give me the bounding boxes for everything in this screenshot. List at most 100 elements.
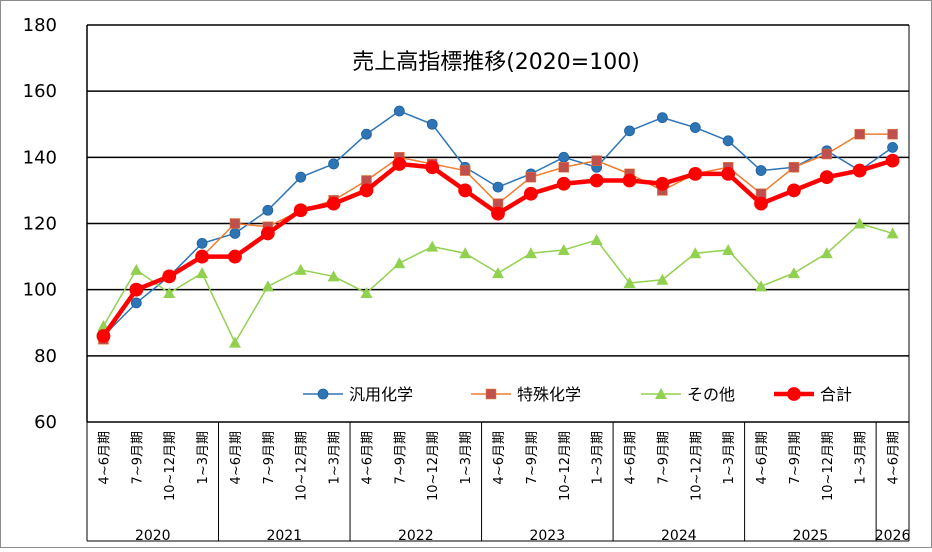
legend-item-3: 合計 [774, 385, 852, 404]
x-tick-label: 10~12月期 [821, 431, 836, 501]
series-2-point [196, 267, 209, 279]
y-tick-label: 80 [34, 346, 57, 367]
axis-layer: 60 80 100 120 140 160 180 4~6月期 7~9月期 10~12月期 1~3月… [23, 15, 911, 544]
year-label: 2020 [135, 528, 171, 544]
series-3-point [491, 206, 505, 221]
series-0-point [492, 181, 504, 193]
series-3-point [260, 226, 275, 241]
legend: 汎用化学 特殊化学 その他 合計 [303, 385, 852, 404]
series-3-point [96, 329, 111, 343]
series-2-line [102, 222, 893, 344]
series-2-point [294, 263, 307, 275]
legend-swatch-marker [787, 387, 801, 401]
chart-title: 売上高指標推移(2020=100) [352, 50, 640, 75]
x-tick-label: 1~3月期 [459, 431, 474, 484]
series-2-point [426, 240, 439, 252]
legend-label: 汎用化学 [349, 385, 413, 404]
series-2-point [492, 267, 504, 279]
series-2-point [656, 273, 669, 285]
x-tick-label: 10~12月期 [163, 431, 178, 501]
x-tick-label: 10~12月期 [295, 431, 310, 501]
series-0-point [689, 122, 701, 133]
series-0-point [361, 128, 372, 140]
legend-label: その他 [687, 385, 735, 404]
series-3-point [819, 170, 834, 185]
series-1-point [821, 148, 833, 160]
x-tick-label: 10~12月期 [426, 431, 441, 501]
series-2-point [557, 243, 570, 255]
series-3-point [754, 196, 768, 211]
legend-swatch-marker [485, 388, 497, 400]
series-1 [98, 128, 898, 345]
x-tick-label: 4~6月期 [887, 431, 902, 484]
series-2-point [853, 217, 866, 229]
series-2-point [820, 247, 833, 259]
series-3-point [556, 176, 571, 191]
series-0-point [722, 135, 734, 147]
series-1-point [854, 128, 865, 140]
series-3-point [622, 173, 637, 188]
series-3-point [392, 157, 407, 171]
series-0-point [229, 228, 241, 239]
series-3-point [129, 282, 144, 297]
series-0-point [755, 165, 767, 176]
series-2-point [130, 263, 143, 275]
y-tick-label: 60 [34, 412, 57, 433]
x-tick-label: 7~9月期 [262, 431, 277, 484]
x-tick-label: 4~6月期 [229, 431, 244, 484]
series-3-point [359, 183, 374, 198]
x-tick-label: 4~6月期 [624, 431, 639, 484]
x-tick-label: 4~6月期 [360, 431, 375, 484]
series-0-point [328, 158, 340, 170]
series-1-point [229, 218, 241, 229]
series-0-point [262, 204, 274, 216]
series-1-point [788, 162, 800, 173]
series-2-point [393, 257, 406, 269]
series-3-point [885, 153, 900, 168]
legend-item-2: その他 [641, 385, 735, 404]
x-tick-label: 7~9月期 [656, 431, 671, 484]
x-tick-label: 1~3月期 [722, 431, 737, 484]
x-tick-label: 4~6月期 [492, 431, 507, 484]
year-label: 2021 [266, 528, 302, 544]
series-0-point [624, 125, 635, 137]
y-tick-label: 100 [23, 280, 57, 301]
x-tick-label: 7~9月期 [130, 431, 145, 484]
series-2-point [886, 227, 899, 239]
series-1-point [591, 155, 602, 166]
series-3-point [293, 203, 308, 218]
x-tick-label: 1~3月期 [196, 431, 211, 484]
series-2-point [689, 247, 702, 259]
series-3-point [162, 269, 177, 284]
year-label: 2022 [398, 528, 434, 544]
y-tick-label: 140 [23, 147, 57, 168]
series-layer [96, 105, 900, 348]
series-2-point [755, 280, 768, 292]
series-0-point [393, 105, 405, 117]
series-0-point [295, 171, 307, 183]
series-0-point [657, 112, 668, 124]
legend-swatch-marker [317, 388, 329, 400]
legend-item-1: 特殊化学 [471, 385, 581, 404]
series-3-point [326, 196, 341, 211]
x-tick-label: 4~6月期 [755, 431, 770, 484]
series-2-point [228, 336, 241, 348]
y-tick-label: 120 [23, 214, 57, 235]
series-1-point [558, 162, 570, 173]
series-2-point [327, 270, 340, 282]
series-2-point [722, 243, 735, 255]
x-tick-label: 1~3月期 [591, 431, 606, 484]
legend-item-0: 汎用化学 [303, 385, 413, 404]
year-label: 2023 [529, 528, 565, 544]
x-tick-label: 7~9月期 [525, 431, 540, 484]
series-2-point [787, 267, 800, 279]
series-0-point [426, 118, 438, 130]
x-tick-label: 4~6月期 [97, 431, 112, 484]
series-2-point [623, 277, 636, 289]
series-3-point [523, 186, 538, 201]
series-3-point [721, 166, 736, 181]
x-tick-label: 10~12月期 [558, 431, 573, 501]
series-3-point [228, 249, 242, 264]
series-3-point [688, 166, 703, 181]
